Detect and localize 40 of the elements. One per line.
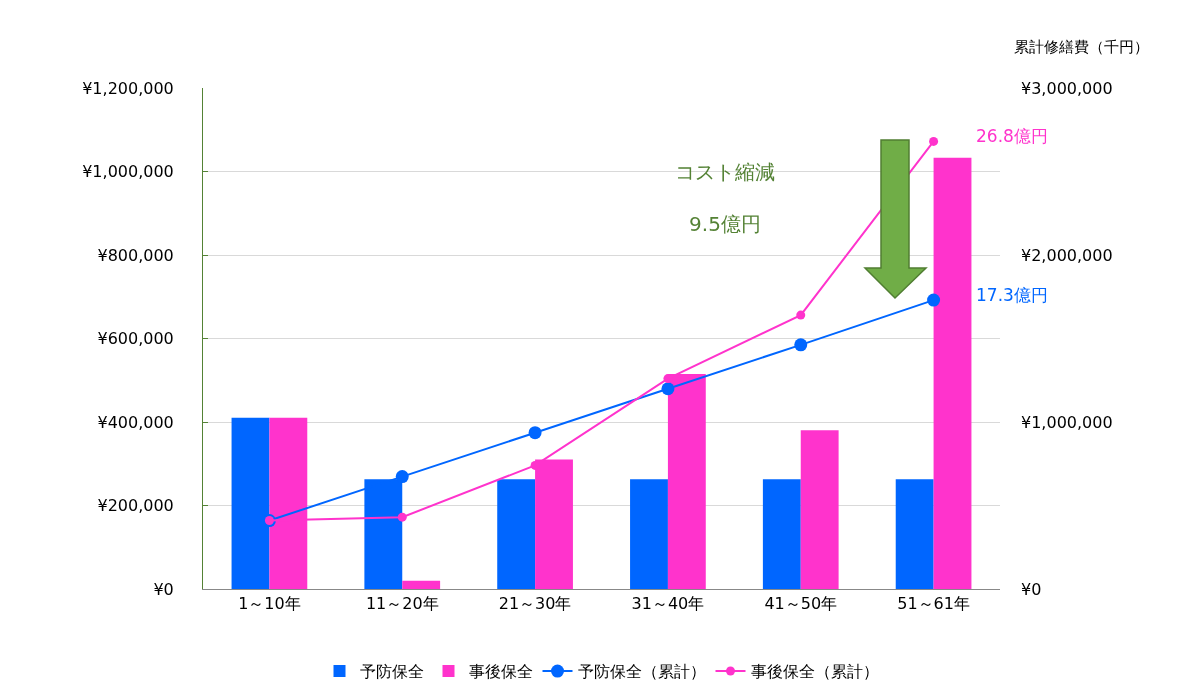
y2-tick-label: ¥1,000,000	[1021, 412, 1113, 432]
bar	[895, 479, 934, 589]
point	[796, 310, 806, 320]
point	[395, 470, 409, 484]
x-tick-label: 41～50年	[764, 594, 838, 614]
y-tick-label: ¥1,000,000	[82, 162, 174, 182]
legend-label: 予防保全（累計）	[577, 662, 706, 682]
bar	[933, 157, 972, 589]
y-tick-label: ¥1,200,000	[82, 78, 174, 98]
y2-tick-label: ¥3,000,000	[1021, 78, 1113, 98]
bar	[762, 479, 801, 589]
x-tick-label: 31～40年	[631, 594, 705, 614]
point	[661, 382, 675, 396]
legend-label: 予防保全	[359, 662, 424, 682]
bar	[800, 430, 839, 589]
text: コスト縮減 9.5億円	[675, 160, 775, 236]
annotation: 26.8億円	[976, 126, 1048, 146]
y-tick-label: ¥400,000	[97, 412, 174, 432]
legend-label: 事後保全	[468, 662, 533, 682]
y-tick-label: ¥0	[153, 579, 174, 599]
x-tick-label: 51～61年	[897, 594, 970, 614]
point	[528, 426, 542, 440]
y2-tick-label: ¥2,000,000	[1021, 245, 1113, 265]
y2-tick-label: ¥0	[1021, 579, 1042, 599]
point	[397, 512, 407, 522]
y-tick-label: ¥800,000	[97, 245, 174, 265]
y2-axis-title: 累計修繕費（千円）	[1014, 38, 1149, 56]
bar	[402, 580, 441, 589]
y-tick-label: ¥200,000	[97, 496, 174, 516]
legend-label: 事後保全（累計）	[750, 662, 879, 682]
bar	[497, 479, 536, 589]
x-tick-label: 11～20年	[365, 594, 439, 614]
point	[927, 293, 941, 307]
y-tick-label: ¥600,000	[97, 329, 174, 349]
x-tick-label: 21～30年	[498, 594, 572, 614]
bar	[630, 479, 668, 589]
point	[794, 338, 808, 352]
annotation: 17.3億円	[976, 285, 1048, 305]
x-tick-label: 1～10年	[238, 594, 301, 614]
point	[929, 136, 939, 146]
